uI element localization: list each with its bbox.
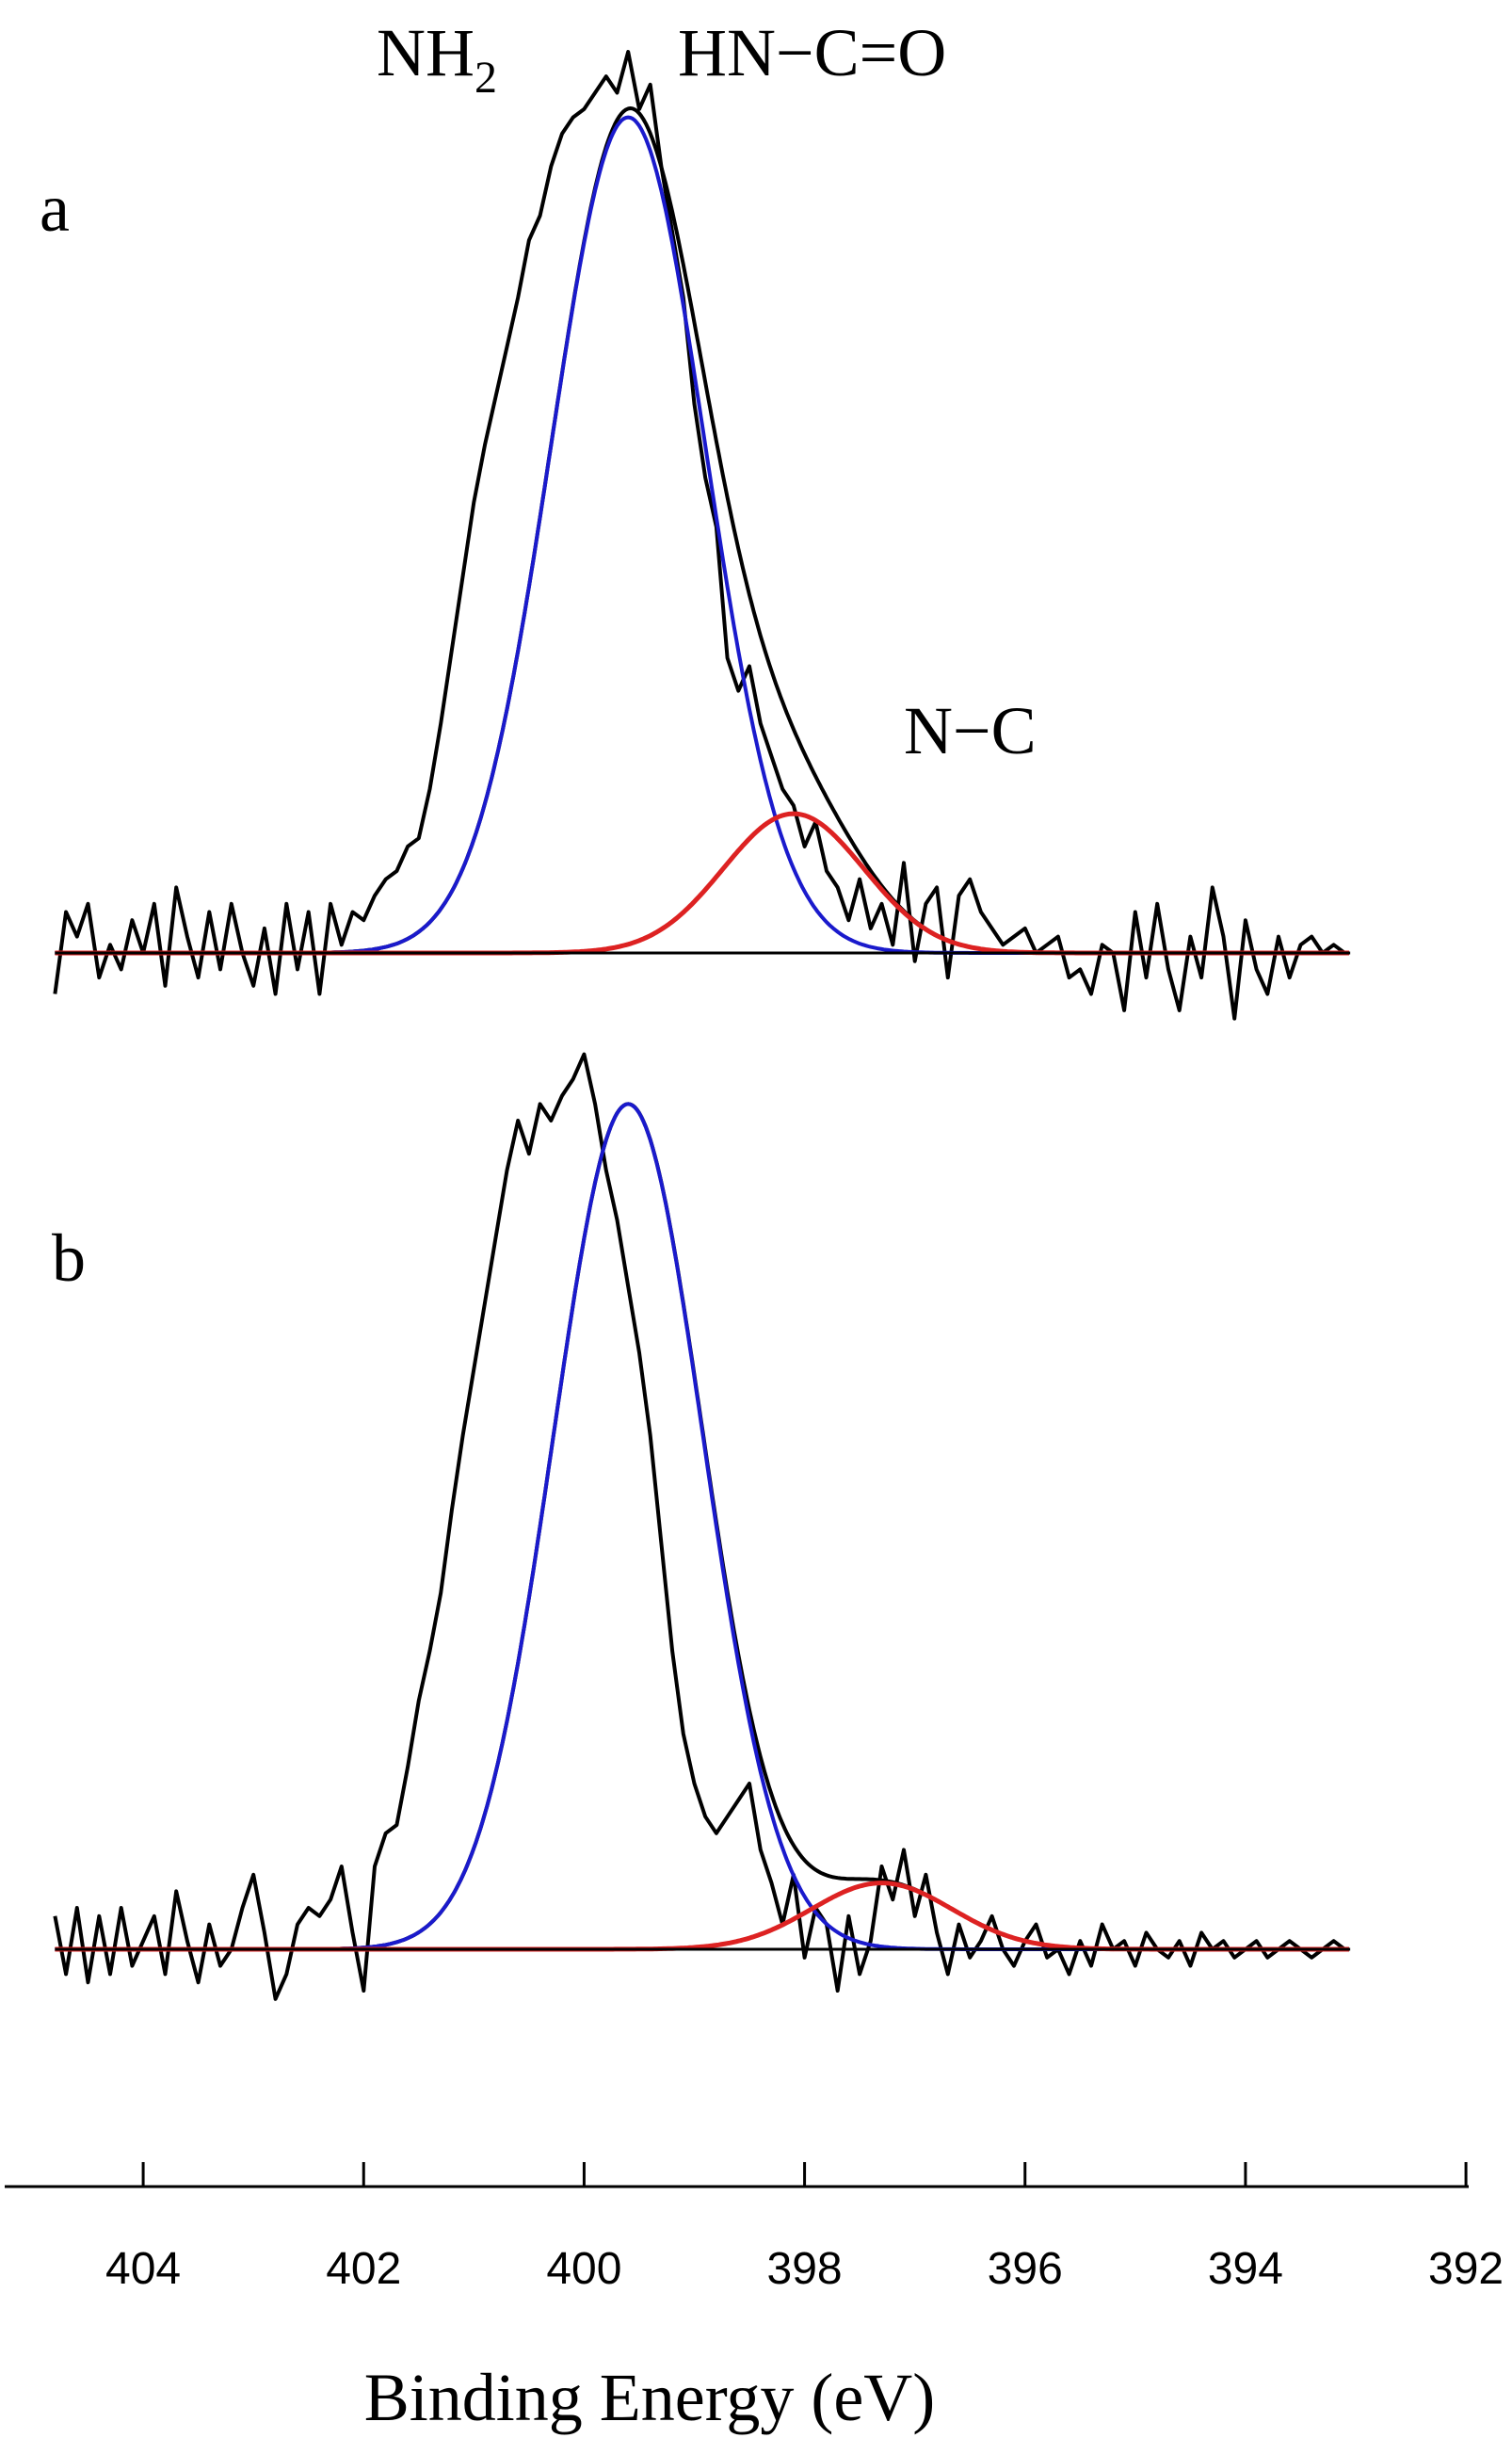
panel-a xyxy=(53,50,1351,1021)
peak-label-nh2: NH2 xyxy=(377,15,497,103)
raw-spectrum-a xyxy=(53,50,1346,1021)
fit-envelope-a xyxy=(55,106,1349,955)
raw-spectrum-b xyxy=(53,1052,1346,2001)
panel-label-a: a xyxy=(40,170,70,246)
x-axis-label: Binding Energy (eV) xyxy=(364,2360,936,2435)
x-tick-label-394: 394 xyxy=(1208,2244,1283,2294)
x-tick-label-400: 400 xyxy=(546,2244,621,2294)
x-tick-label-396: 396 xyxy=(988,2244,1063,2294)
fit-component-b-2 xyxy=(55,1102,1349,1951)
x-tick-label-404: 404 xyxy=(105,2244,181,2294)
x-tick-label-398: 398 xyxy=(767,2244,843,2294)
fit-component-a-3 xyxy=(55,811,1350,956)
x-tick-label-402: 402 xyxy=(326,2244,401,2294)
panel-b xyxy=(53,1052,1351,2001)
fit-envelope-b xyxy=(55,1102,1349,1951)
peak-label-nc: N−C xyxy=(904,693,1037,768)
fit-component-a-2 xyxy=(55,115,1349,955)
peak-label-nh2-main: NH xyxy=(377,15,475,90)
panel-label-b: b xyxy=(52,1220,86,1296)
peak-label-nh2-sub: 2 xyxy=(475,53,497,103)
x-tick-label-392: 392 xyxy=(1428,2244,1504,2294)
peak-label-amide: HN−C=O xyxy=(678,15,946,90)
